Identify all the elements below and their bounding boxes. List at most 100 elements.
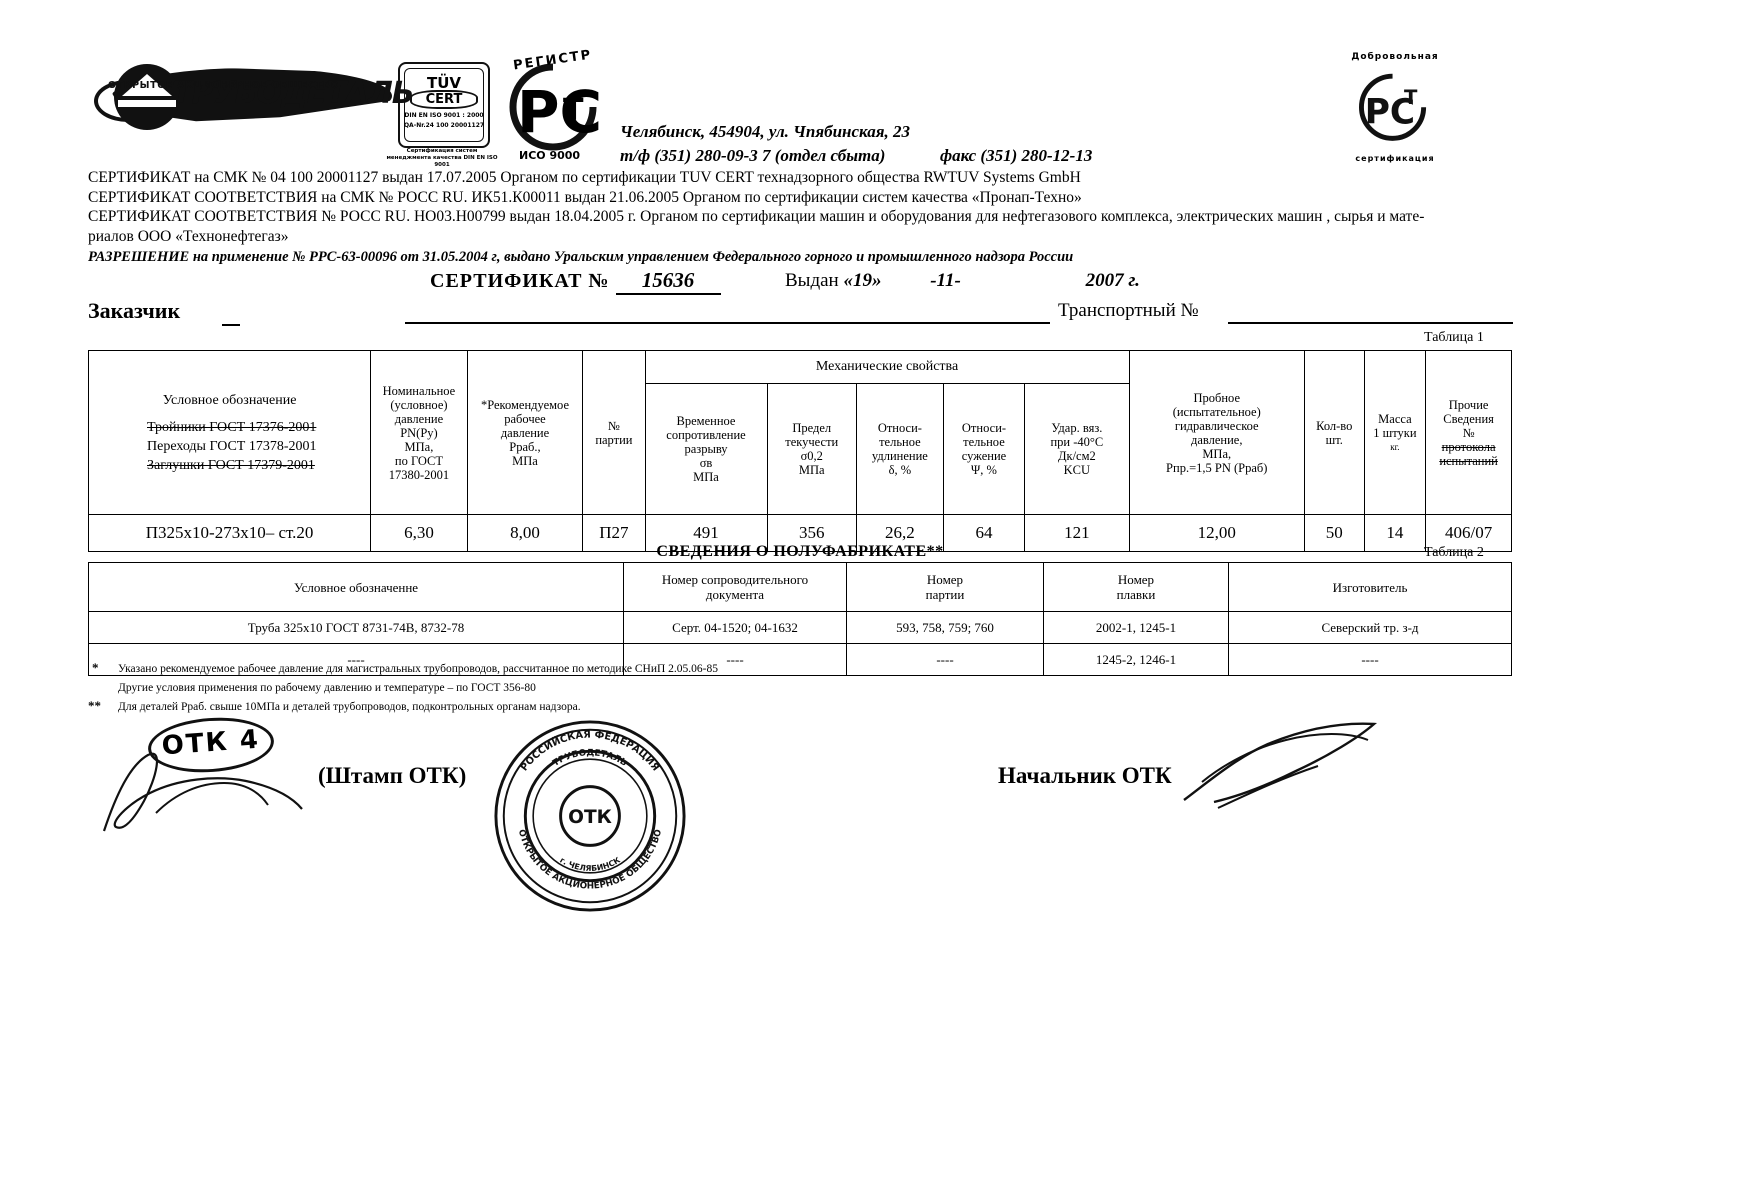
header-reduction: Относи- тельное сужение Ψ, % (942, 383, 1026, 515)
semiproduct-title: СВЕДЕНИЯ О ПОЛУФАБРИКАТЕ** (656, 543, 944, 560)
hi-2: Дк/см2 (1057, 449, 1096, 463)
gost-r-iso: ИСО 9000 (519, 149, 581, 162)
cell-reduction: 64 (942, 514, 1026, 552)
hy-3: МПа (798, 463, 825, 477)
hnp-1: (условное) (390, 397, 448, 412)
certificate-title: СЕРТИФИКАТ № 15636 (430, 268, 721, 295)
htp-1: (испытательное) (1172, 404, 1261, 419)
hwp-0: *Рекомендуемое (480, 397, 570, 412)
hy-2: σ0,2 (800, 449, 823, 463)
table-row: Труба 325х10 ГОСТ 8731-74В, 8732-78 Серт… (88, 611, 1512, 644)
hy-1: текучести (785, 435, 839, 449)
stamp-label: (Штамп ОТК) (318, 763, 467, 788)
ht-3: σв (699, 456, 713, 470)
cell-semi-designation: ---- (88, 643, 624, 676)
tuv-line3: DIN EN ISO 9001 : 2000 (404, 112, 484, 119)
header-designation-row-2: Заглушки ГОСТ 17379-2001 (147, 458, 315, 473)
hbn-0: № (607, 418, 620, 433)
issue-month: -11- (930, 270, 961, 291)
hhn-1: плавки (1116, 587, 1156, 602)
cert-line-3: СЕРТИФИКАТ СООТВЕТСТВИЯ № РОСС RU. НО03.… (88, 208, 1425, 225)
hy-0: Предел (792, 421, 832, 435)
header-designation-title: Условное обозначение (162, 393, 297, 408)
header-batch-no: № партии (582, 350, 646, 515)
svg-text:Т: Т (1404, 86, 1418, 109)
voluntary-word: Добровольная (1351, 52, 1439, 62)
certificate-references: СЕРТИФИКАТ на СМК № 04 100 20001127 выда… (88, 168, 1708, 268)
hdn-0: Номер сопроводительного (661, 572, 809, 587)
table1-caption: Таблица 1 (1424, 330, 1484, 345)
semiproduct-table: Условное обозначенне Номер сопроводитель… (88, 562, 1512, 676)
header-other: Прочие Сведения № протокола испытаний (1425, 350, 1512, 515)
hi-1: при -40°С (1050, 435, 1104, 449)
htp-2: гидравлическое (1174, 418, 1259, 433)
transport-value-line (1228, 322, 1513, 324)
hr-2: сужение (961, 449, 1007, 463)
table-row: ---- ---- ---- 1245-2, 1246-1 ---- (88, 643, 1512, 676)
header-elongation: Относи- тельное удлинение δ, % (855, 383, 944, 515)
header-semi-designation: Условное обозначенне (88, 562, 624, 612)
cell-elongation: 26,2 (855, 514, 944, 552)
cert-line-2: СЕРТИФИКАТ СООТВЕТСТВИЯ на СМК № РОСС RU… (88, 188, 1082, 206)
table2-header-row: Условное обозначенне Номер сопроводитель… (88, 562, 1512, 612)
issue-day: «19» (843, 270, 882, 291)
footnote-text-1: Указано рекомендуемое рабочее давление д… (118, 663, 718, 675)
logo-wordmark: ТРУБОДЕТАЛЬ (172, 76, 415, 111)
header-batch-number: Номер партии (846, 562, 1044, 612)
header-test-pressure: Пробное (испытательное) гидравлическое д… (1128, 350, 1305, 515)
cell-manufacturer: ---- (1228, 643, 1512, 676)
hr-0: Относи- (961, 421, 1007, 435)
footnote-text-2: Другие условия применения по рабочему да… (118, 682, 536, 694)
cell-doc-number: ---- (623, 643, 847, 676)
customer-value-line (405, 322, 1050, 324)
cell-doc-number: Серт. 04-1520; 04-1632 (623, 611, 847, 644)
voluntary-iso: сертификация (1355, 154, 1435, 163)
hnp-5: по ГОСТ (394, 453, 444, 468)
tuv-caption: Сертификация систем менеджмента качества… (386, 148, 498, 168)
chief-otk-label: Начальник ОТК (998, 763, 1172, 788)
ho-1: Сведения (1443, 411, 1494, 426)
header-yield: Предел текучести σ0,2 МПа (766, 383, 857, 515)
cell-manufacturer: Северский тр. з-д (1228, 611, 1512, 644)
hi-0: Удар. вяз. (1051, 421, 1103, 435)
company-logo: ТРУБОДЕТАЛЬ (88, 58, 415, 136)
header-mech-group: Механические свойства (644, 350, 1130, 384)
cell-nominal-pressure: 6,30 (370, 514, 468, 552)
gost-r-mark: РЕГИСТР РС Т ИСО 9000 (505, 48, 610, 162)
svg-text:РС: РС (1365, 93, 1415, 133)
cell-mass: 14 (1363, 514, 1427, 552)
ho-0: Прочие (1448, 397, 1489, 412)
customer-label: Заказчик (88, 298, 181, 323)
hr-3: Ψ, % (971, 463, 997, 477)
cell-working-pressure: 8,00 (466, 514, 584, 552)
hnp-0: Номинальное (382, 383, 456, 398)
hbnum-1: партии (925, 587, 965, 602)
ho-2: № (1462, 425, 1475, 440)
header-designation-row-1: Переходы ГОСТ 17378-2001 (147, 439, 317, 454)
svg-text:г. ЧЕЛЯБИНСК: г. ЧЕЛЯБИНСК (558, 855, 622, 873)
cell-designation: П325х10-273х10– ст.20 (87, 514, 372, 552)
header-quantity: Кол-во шт. (1303, 350, 1365, 515)
issue-date: Выдан «19» -11- 2007 г. (785, 270, 1140, 292)
table1-header-row-2: Временное сопротивление разрыву σв МПа П… (89, 383, 1512, 515)
cell-semi-designation: Труба 325х10 ГОСТ 8731-74В, 8732-78 (88, 611, 624, 644)
company-fax: факс (351) 280-12-13 (940, 146, 1093, 165)
header-nominal-pressure: Номинальное (условное) давление PN(Ру) М… (370, 350, 468, 515)
hi-3: KCU (1063, 463, 1091, 477)
permission-line: РАЗРЕШЕНИЕ на применение № РРС-63-00096 … (88, 249, 1074, 265)
cell-batch-number: 593, 758, 759; 760 (846, 611, 1044, 644)
htp-0: Пробное (1193, 390, 1240, 405)
header-designation-row-0: Тройники ГОСТ 17376-2001 (147, 420, 317, 435)
company-address: Челябинск, 454904, ул. Чпябинская, 23 (620, 122, 910, 141)
transport-label: Транспортный № (1058, 300, 1199, 321)
cell-test-pressure: 12,00 (1128, 514, 1305, 552)
header-working-pressure: *Рекомендуемое рабочее давление Рраб., М… (466, 350, 584, 515)
he-1: тельное (879, 435, 921, 449)
table2-caption: Таблица 2 (1424, 545, 1484, 560)
chief-signature (1183, 722, 1378, 809)
hwp-4: МПа (512, 453, 538, 468)
cell-quantity: 50 (1303, 514, 1365, 552)
footnote-marker-1: * (92, 660, 99, 675)
voluntary-arc-icon: РС Т (1359, 73, 1427, 141)
